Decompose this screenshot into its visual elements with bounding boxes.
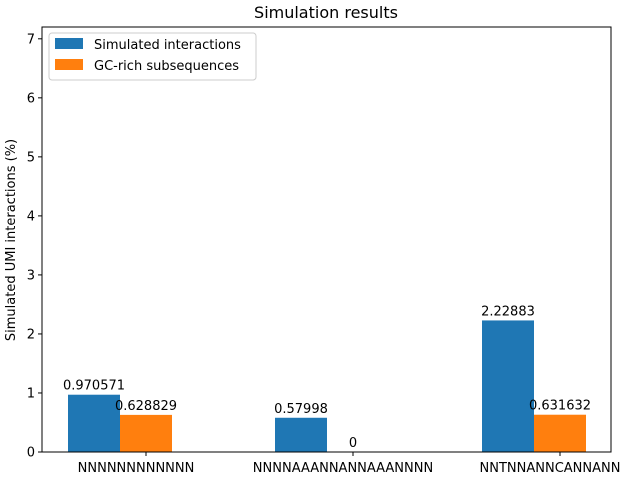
x-tick-label: NNNNNNNNNNNN <box>78 461 195 476</box>
y-tick-label: 1 <box>27 386 35 401</box>
legend-swatch-1 <box>55 59 83 70</box>
y-axis-label: Simulated UMI interactions (%) <box>4 139 19 341</box>
x-axis: NNNNNNNNNNNN NNNNAAANNANNAAANNNN NNTNNANNC… <box>78 452 621 476</box>
bars-layer <box>68 320 586 452</box>
legend-label-1: GC-rich subsequences <box>94 59 239 74</box>
legend-box <box>48 32 257 81</box>
y-axis: 0 1 2 3 4 5 6 7 <box>27 32 42 461</box>
bar-s0-c2 <box>482 320 534 452</box>
data-label-s1-c1: 0 <box>349 436 357 451</box>
data-label-s1-c2: 0.631632 <box>529 399 591 414</box>
y-tick-label: 4 <box>27 209 35 224</box>
y-tick-label: 5 <box>27 150 35 165</box>
y-tick-label: 6 <box>27 91 35 106</box>
x-tick-label: NNTNNANNCANNANN <box>480 461 621 476</box>
data-labels-layer: 0.970571 0.57998 2.22883 0.628829 0 0.631632 <box>63 304 591 451</box>
legend-label-0: Simulated interactions <box>94 38 241 53</box>
data-label-s0-c1: 0.57998 <box>274 402 328 417</box>
data-label-s1-c0: 0.628829 <box>115 399 177 414</box>
y-tick-label: 2 <box>27 327 35 342</box>
bar-s0-c0 <box>68 394 120 452</box>
y-tick-label: 7 <box>27 32 35 47</box>
legend-swatch-0 <box>55 38 83 49</box>
y-tick-label: 0 <box>27 446 35 461</box>
data-label-s0-c2: 2.22883 <box>481 304 535 319</box>
legend: Simulated interactions GC-rich subsequenc… <box>48 32 257 81</box>
x-tick-label: NNNNAAANNANNAAANNNN <box>253 461 433 476</box>
bar-s1-c2 <box>534 414 586 452</box>
bar-s1-c0 <box>120 414 172 452</box>
y-tick-label: 3 <box>27 268 35 283</box>
data-label-s0-c0: 0.970571 <box>63 379 125 394</box>
chart-title: Simulation results <box>254 3 398 22</box>
bar-s0-c1 <box>275 417 327 452</box>
plot-frame <box>41 26 612 453</box>
